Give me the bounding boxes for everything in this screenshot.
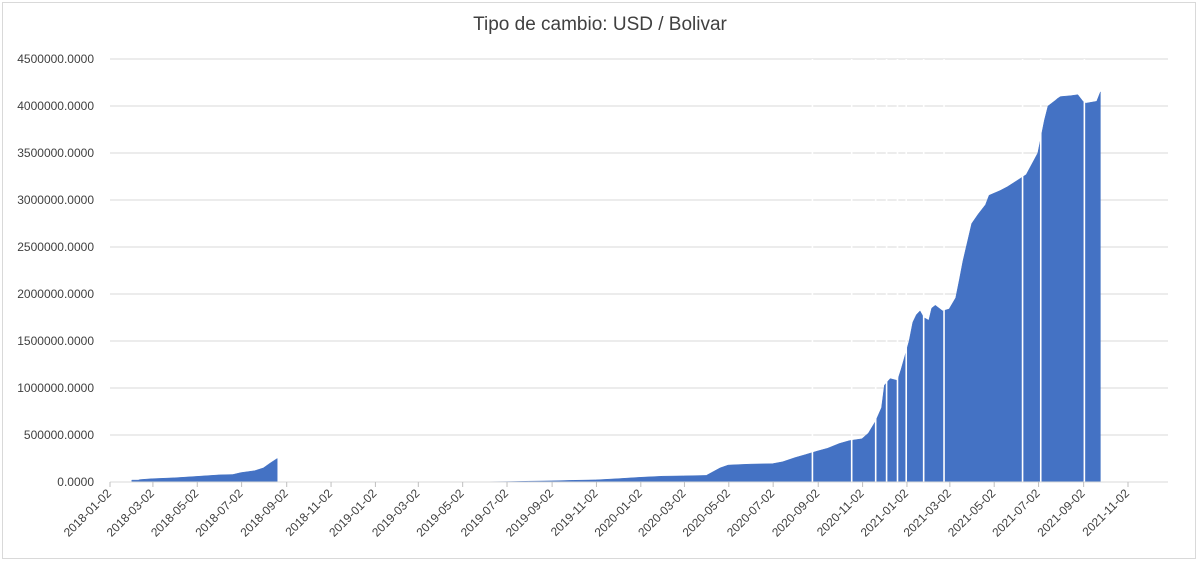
y-tick-label: 4000000.0000 [17,99,94,113]
x-tick-label: 2020-07-02 [724,486,778,540]
y-tick-label: 2000000.0000 [17,287,94,301]
x-tick-label: 2021-11-02 [1079,486,1132,539]
x-tick-label: 2021-07-02 [989,486,1043,540]
y-tick-label: 3000000.0000 [17,193,94,207]
y-tick-label: 500000.0000 [24,428,94,442]
y-tick-label: 4500000.0000 [17,52,94,66]
area-segment [484,91,1101,483]
y-tick-label: 2500000.0000 [17,240,94,254]
x-tick-label: 2020-09-02 [769,486,823,540]
x-tick-label: 2019-09-02 [503,486,557,540]
x-tick-label: 2018-07-02 [192,486,246,540]
y-tick-label: 1500000.0000 [17,334,94,348]
y-tick-label: 3500000.0000 [17,146,94,160]
x-tick-label: 2019-07-02 [458,486,512,540]
y-tick-label: 0.0000 [57,475,94,489]
x-axis-ticks: 2018-01-022018-03-022018-05-022018-07-02… [61,482,1132,540]
area-series [131,59,1101,483]
y-axis-ticks: 0.0000 500000.0000 1000000.0000 1500000.000… [17,52,94,489]
x-tick-label: 2021-09-02 [1034,486,1088,540]
area-segment [131,458,278,483]
y-tick-label: 1000000.0000 [17,381,94,395]
chart-title: Tipo de cambio: USD / Bolivar [473,14,727,35]
x-tick-label: 2018-09-02 [238,486,292,540]
